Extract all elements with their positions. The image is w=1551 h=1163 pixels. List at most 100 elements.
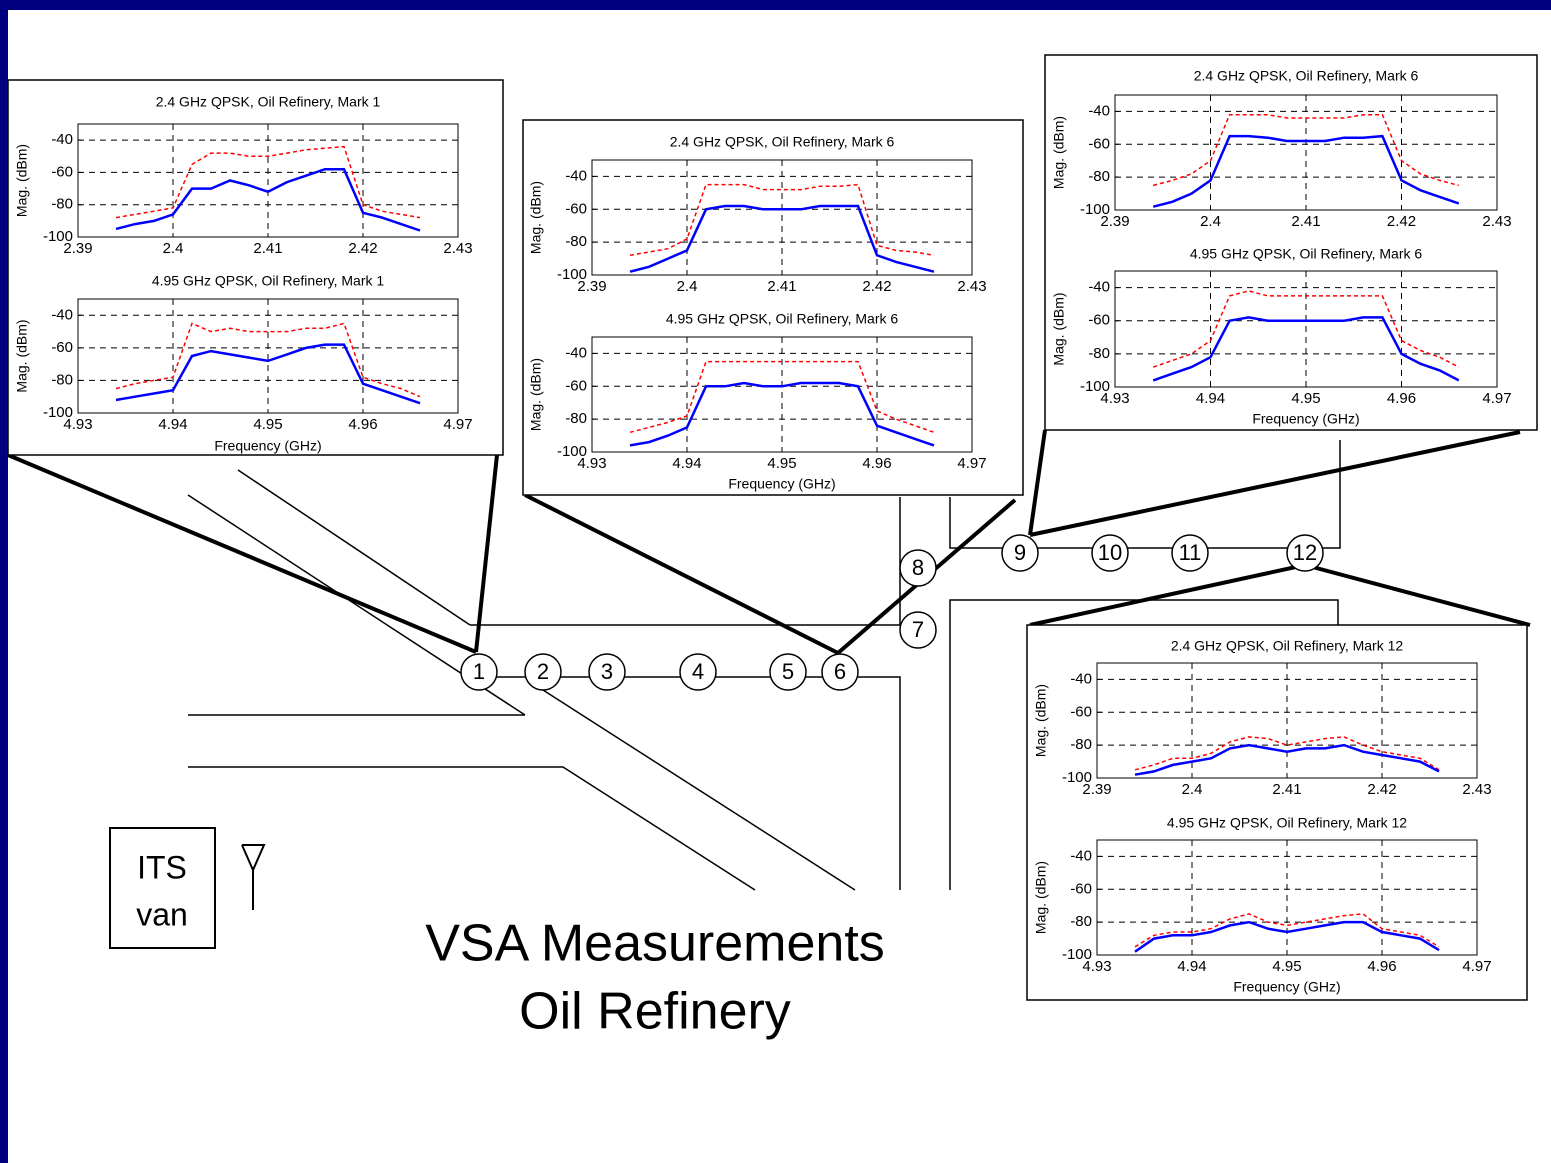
x-tick-label: 4.95 [1272,958,1301,975]
x-tick-label: 4.96 [1367,958,1396,975]
street [542,689,856,891]
y-tick-label: -40 [565,344,587,361]
spectrum-trace [629,360,935,434]
marker-circle [524,653,562,691]
inset-panel [522,119,1024,496]
x-tick-label: 2.4 [1200,213,1221,230]
x-tick-label: 4.97 [1482,390,1511,407]
y-tick-label: -80 [565,233,587,250]
y-tick-label: -100 [557,266,587,283]
plot-frame [1114,94,1498,211]
x-tick-label: 2.4 [677,278,698,295]
spectrum-trace [1152,316,1460,382]
x-tick-label: 4.97 [1462,958,1491,975]
x-tick-label: 2.42 [862,278,891,295]
marker-circle [821,653,859,691]
spectrum-trace [115,167,421,232]
plot-frame [77,298,459,414]
marker-label: 3 [601,659,613,684]
x-tick-label: 4.93 [1100,390,1129,407]
y-axis-label: Mag. (dBm) [1033,684,1049,757]
marker-label: 11 [1179,540,1202,565]
y-axis-label: Mag. (dBm) [1051,116,1067,189]
x-axis-label: Frequency (GHz) [1252,411,1359,427]
y-tick-label: -40 [51,131,73,148]
y-tick-label: -60 [1088,135,1110,152]
callout [1029,563,1306,627]
x-axis-label: Frequency (GHz) [1233,979,1340,995]
x-tick-label: 2.43 [443,240,472,257]
y-tick-label: -80 [1088,168,1110,185]
x-tick-label: 4.94 [1196,390,1225,407]
callout [1028,429,1047,536]
y-tick-label: -40 [1088,102,1110,119]
marker-label: 8 [912,555,924,580]
x-tick-label: 4.94 [672,455,701,472]
y-tick-label: -80 [565,410,587,427]
y-tick-label: -60 [565,377,587,394]
marker-label: 12 [1293,540,1317,565]
street [188,766,756,891]
x-tick-label: 2.41 [1291,213,1320,230]
inset-panel [7,79,504,456]
slide-title: Oil Refinery [519,983,791,1041]
chart-title: 4.95 GHz QPSK, Oil Refinery, Mark 12 [1167,815,1407,831]
spectrum-trace [1134,743,1440,776]
marker-circle [460,653,498,691]
y-axis-label: Mag. (dBm) [528,358,544,431]
y-tick-label: -100 [43,228,73,245]
callout [7,453,477,654]
x-tick-label: 4.96 [1387,390,1416,407]
spectrum-trace [115,343,421,405]
chart: 4.95 GHz QPSK, Oil Refinery, Mark 12 Mag.… [1033,815,1492,995]
chart-title: 2.4 GHz QPSK, Oil Refinery, Mark 6 [670,134,895,150]
chart-title: 2.4 GHz QPSK, Oil Refinery, Mark 6 [1194,68,1419,84]
x-tick-label: 4.96 [862,455,891,472]
chart-title: 4.95 GHz QPSK, Oil Refinery, Mark 1 [152,273,385,289]
van-box [109,827,216,949]
marker-circle [899,549,937,587]
x-tick-label: 4.97 [957,455,986,472]
marker-circle [769,653,807,691]
marker-label: 2 [537,659,549,684]
x-tick-label: 2.39 [1082,781,1111,798]
y-tick-label: -100 [1062,769,1092,786]
y-tick-label: -60 [1070,703,1092,720]
marker-circle [1091,534,1129,572]
plot-frame [591,336,973,453]
chart-title: 4.95 GHz QPSK, Oil Refinery, Mark 6 [666,311,899,327]
x-tick-label: 2.39 [63,240,92,257]
marker-circle [679,653,717,691]
marker-circle [588,653,626,691]
spectrum-trace [629,381,935,447]
street [237,469,471,626]
chart: 2.4 GHz QPSK, Oil Refinery, Mark 6 Mag. (… [528,134,987,295]
spectrum-trace [1134,913,1440,948]
spectrum-trace [1153,113,1459,187]
x-tick-label: 4.96 [348,416,377,433]
street [949,440,1341,549]
marker-label: 7 [912,617,924,642]
x-tick-label: 4.93 [1082,958,1111,975]
y-tick-label: -60 [565,200,587,217]
y-tick-label: -80 [51,371,73,388]
callout [474,454,499,653]
x-tick-label: 4.94 [1177,958,1206,975]
y-tick-label: -40 [565,167,587,184]
x-tick-label: 2.42 [1367,781,1396,798]
y-tick-label: -80 [1070,736,1092,753]
y-tick-label: -100 [557,443,587,460]
y-axis-label: Mag. (dBm) [14,319,30,392]
marker-circle [1171,534,1209,572]
x-tick-label: 2.42 [348,240,377,257]
spectrum-trace [115,322,421,398]
callout [524,493,839,655]
y-tick-label: -60 [51,163,73,180]
marker-label: 4 [692,659,704,684]
y-tick-label: -40 [1088,279,1110,296]
x-tick-label: 2.41 [1272,781,1301,798]
chart: 4.95 GHz QPSK, Oil Refinery, Mark 6 Mag. … [528,311,987,492]
marker-circle [899,611,937,649]
